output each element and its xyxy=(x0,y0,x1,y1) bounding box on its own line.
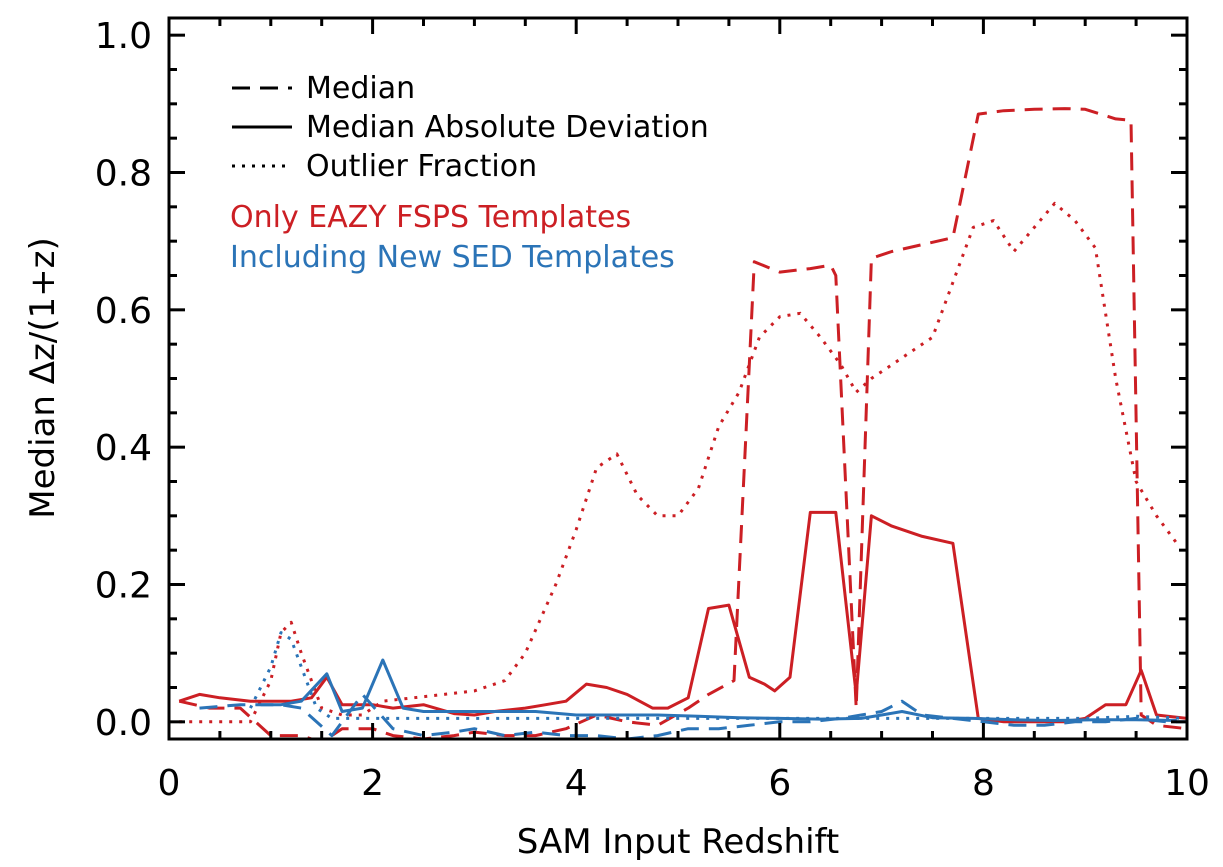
x-tick-label: 10 xyxy=(1164,763,1210,804)
legend-label-eazy-fsps: Only EAZY FSPS Templates xyxy=(230,200,631,235)
x-tick-label: 6 xyxy=(768,763,791,804)
series-line-0 xyxy=(178,107,1187,739)
x-tick-label: 4 xyxy=(565,763,588,804)
series-line-1 xyxy=(178,510,1187,724)
x-axis-title: SAM Input Redshift xyxy=(517,822,839,862)
y-tick-label: 0.8 xyxy=(95,154,152,195)
y-axis-title: Median Δz/(1+z) xyxy=(23,237,63,519)
y-tick-label: 0.6 xyxy=(95,291,152,332)
legend-label-median: Median xyxy=(306,71,415,106)
legend-label-mad: Median Absolute Deviation xyxy=(306,110,709,145)
y-tick-label: 1.0 xyxy=(95,16,152,57)
series-layer xyxy=(178,107,1187,739)
legend-label-outlier: Outlier Fraction xyxy=(306,149,537,184)
x-tick-label: 0 xyxy=(158,763,181,804)
legend: Median Median Absolute Deviation Outlier… xyxy=(230,71,709,275)
x-tick-label: 8 xyxy=(972,763,995,804)
legend-label-new-sed: Including New SED Templates xyxy=(230,240,675,275)
y-tick-label: 0.4 xyxy=(95,428,152,469)
y-tick-label: 0.0 xyxy=(95,703,152,744)
series-line-2 xyxy=(179,201,1179,724)
x-tick-label: 2 xyxy=(361,763,384,804)
series-line-3 xyxy=(199,692,1187,739)
y-tick-label: 0.2 xyxy=(95,566,152,607)
ticks-layer: 0 2 4 6 8 10 0.0 0.2 0.4 0.6 0.8 1.0 xyxy=(95,16,1210,804)
